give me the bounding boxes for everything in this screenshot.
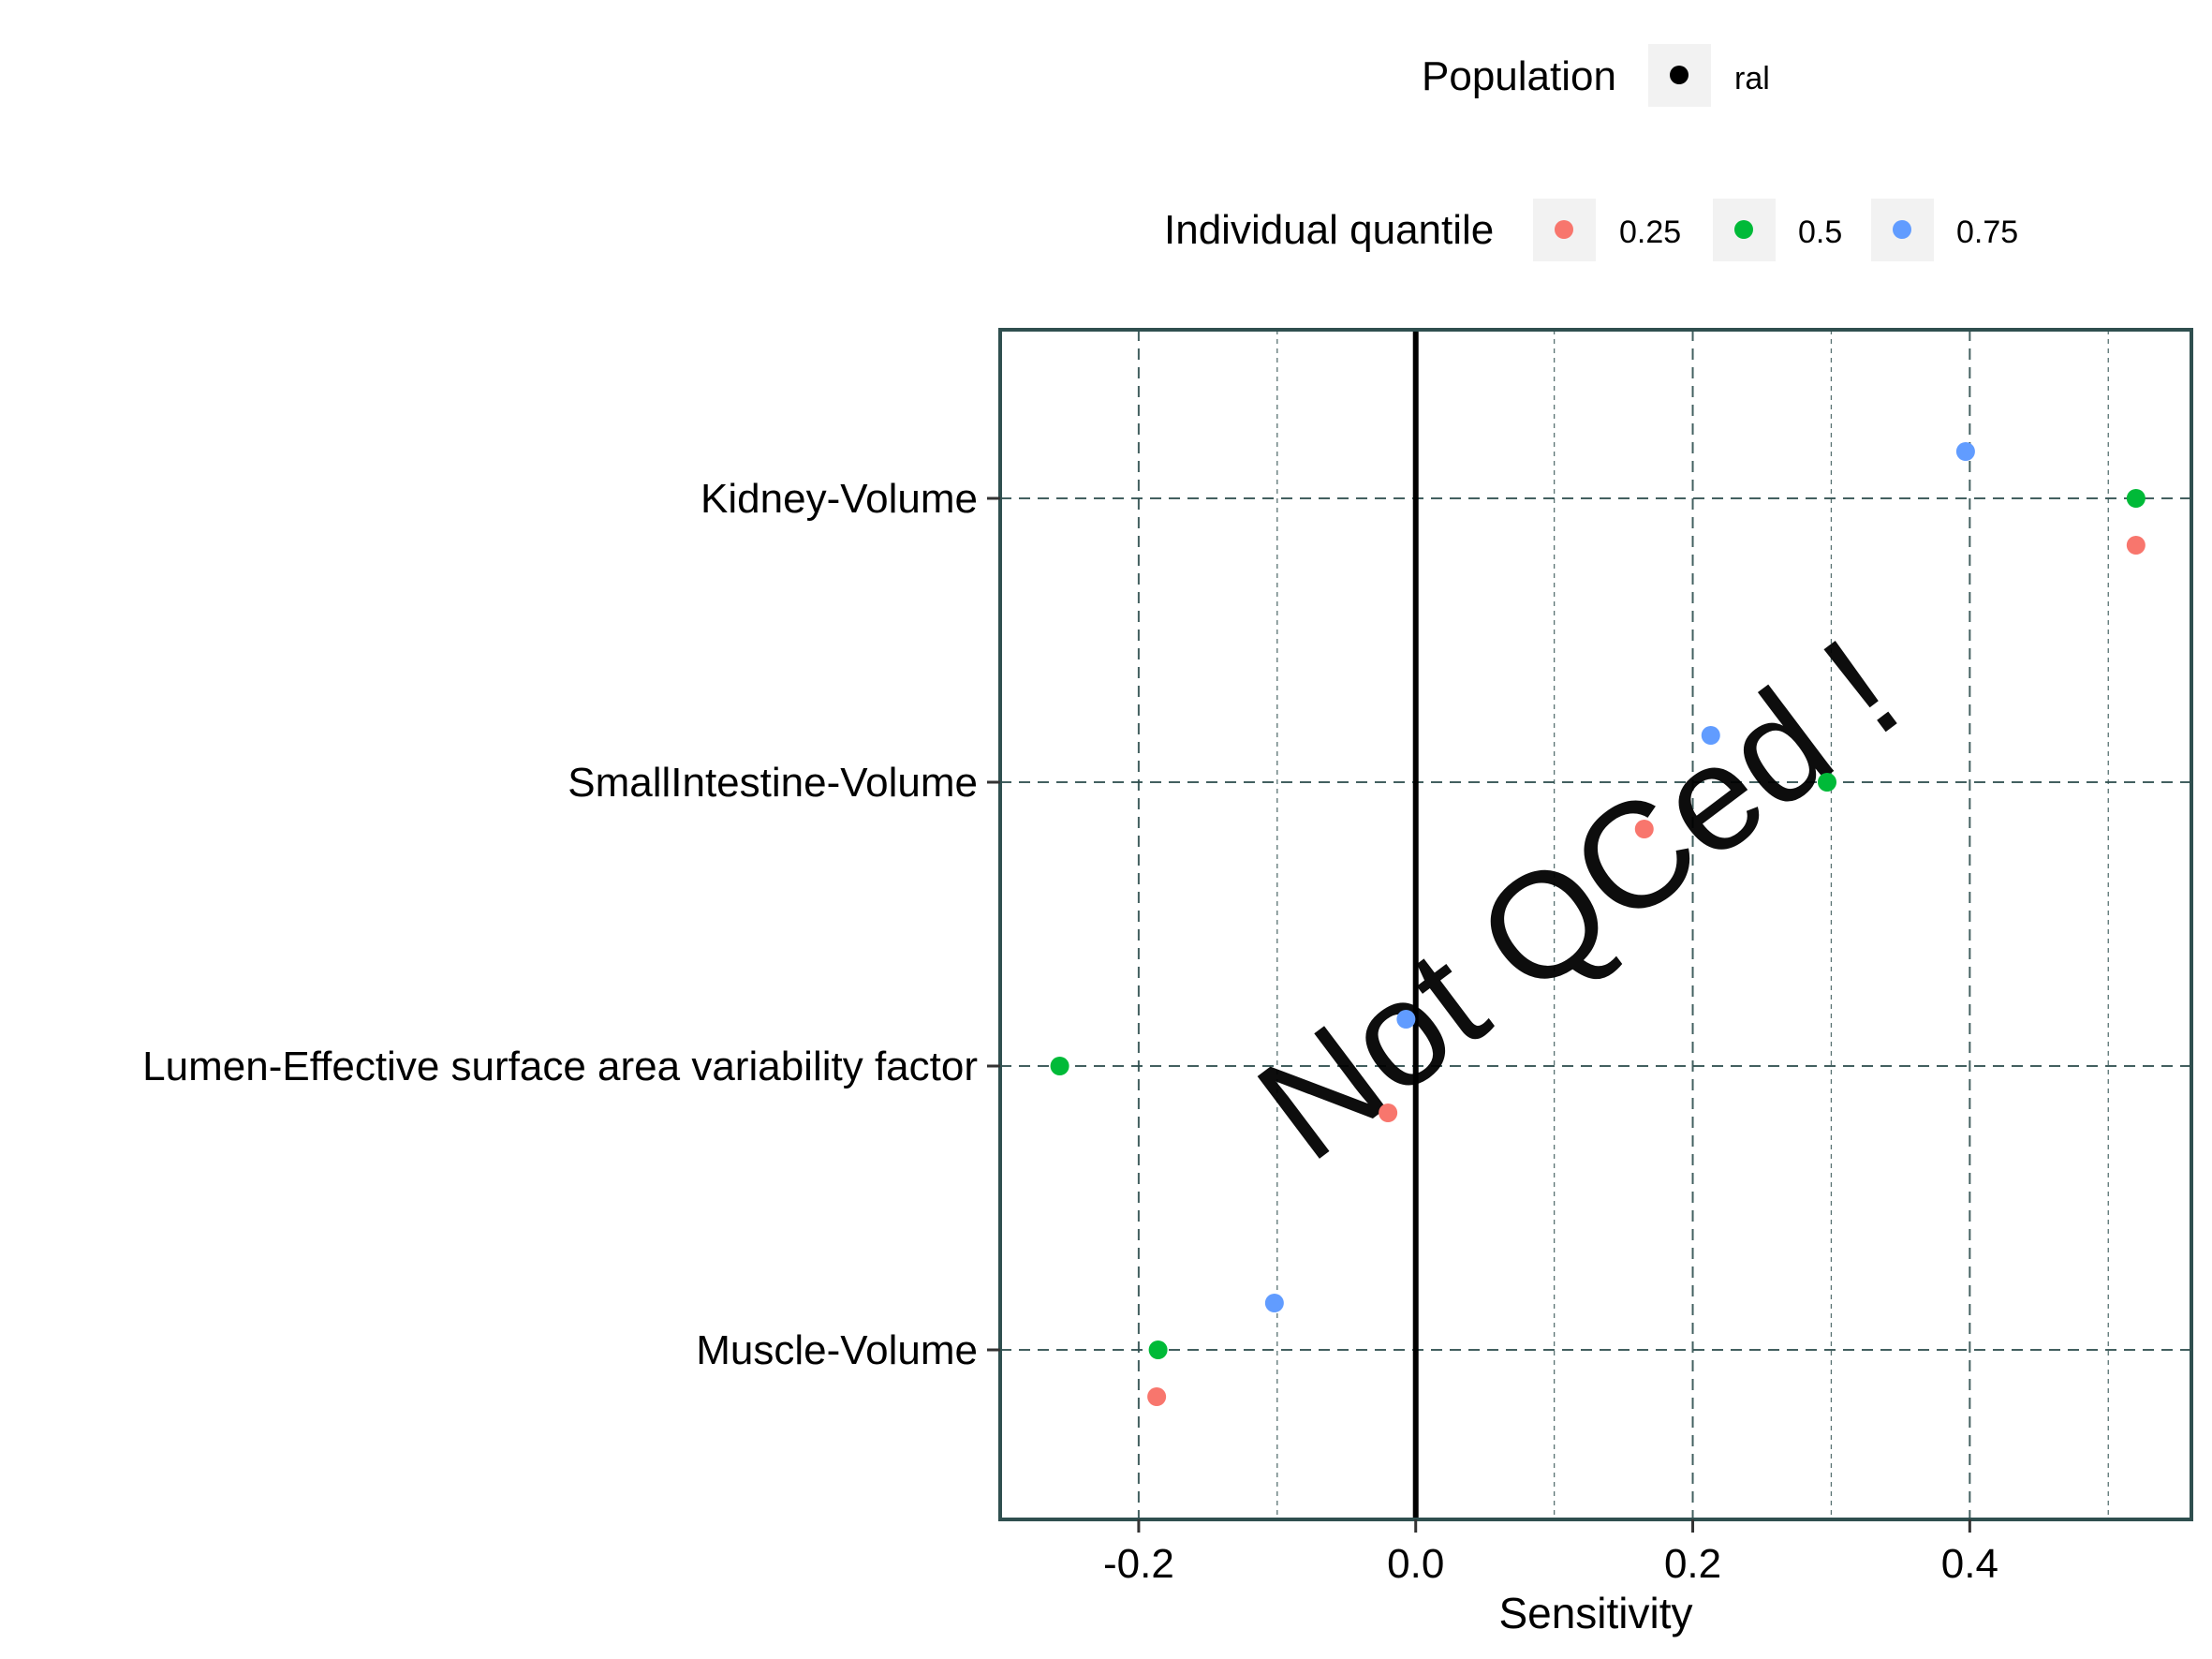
point-q025-3	[1147, 1387, 1167, 1406]
plot-panel-border	[998, 328, 2193, 1521]
point-q075-0	[1955, 442, 1975, 461]
x-tick-label: 0.0	[1387, 1541, 1444, 1587]
point-q025-2	[1379, 1104, 1398, 1122]
point-q075-3	[1264, 1294, 1284, 1312]
point-q05-2	[1050, 1057, 1069, 1075]
quantile-legend-dot-025	[1555, 220, 1573, 239]
point-q05-0	[2126, 489, 2146, 508]
y-tick-label: Lumen-Effective surface area variability…	[142, 1044, 978, 1089]
quantile-legend: Individual quantile 0.25 0.5 0.75	[1164, 199, 2018, 261]
population-legend-dot	[1670, 66, 1688, 84]
x-tick-label: -0.2	[1103, 1541, 1174, 1587]
quantile-legend-label-075: 0.75	[1956, 215, 2018, 250]
point-q05-3	[1148, 1341, 1168, 1359]
point-q075-2	[1396, 1010, 1416, 1029]
x-axis-title: Sensitivity	[1498, 1589, 1692, 1637]
y-tick-label: Muscle-Volume	[696, 1327, 978, 1373]
point-q025-0	[2126, 536, 2146, 555]
population-legend: Population ral	[1422, 44, 1770, 107]
quantile-legend-dot-075	[1893, 220, 1911, 239]
x-tick-label: 0.4	[1941, 1541, 1998, 1587]
population-legend-title: Population	[1422, 53, 1616, 99]
axes: Kidney-Volume SmallIntestine-Volume Lumen-…	[142, 476, 1998, 1637]
point-q05-1	[1818, 773, 1837, 792]
quantile-legend-title: Individual quantile	[1164, 207, 1494, 253]
data-points	[1050, 442, 2146, 1406]
point-q025-1	[1634, 820, 1654, 838]
population-legend-label: ral	[1734, 61, 1770, 96]
x-tick-label: 0.2	[1664, 1541, 1721, 1587]
quantile-legend-label-025: 0.25	[1619, 215, 1681, 250]
point-q075-1	[1701, 726, 1720, 745]
y-tick-label: SmallIntestine-Volume	[568, 760, 978, 806]
quantile-legend-dot-05	[1734, 220, 1753, 239]
y-tick-label: Kidney-Volume	[700, 476, 978, 522]
quantile-legend-label-05: 0.5	[1798, 215, 1842, 250]
